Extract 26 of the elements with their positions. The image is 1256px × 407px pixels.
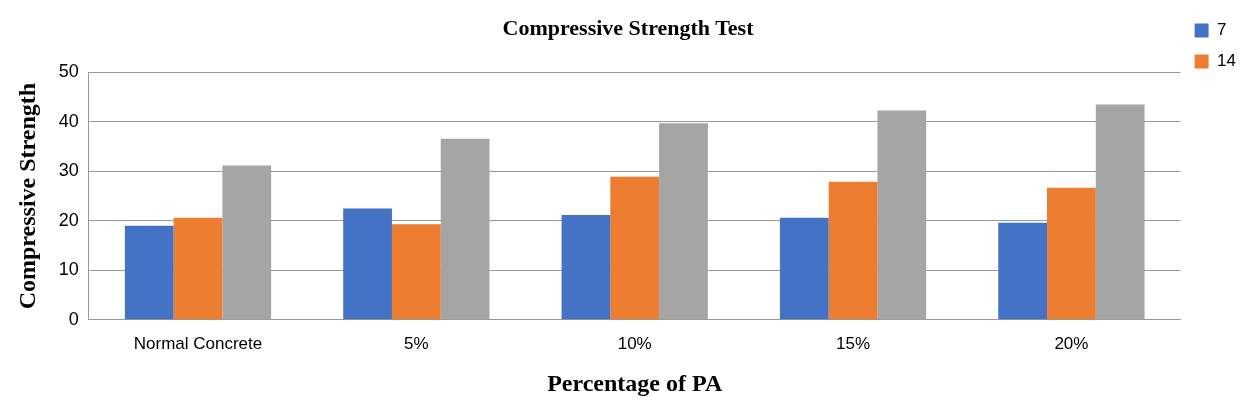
legend-label: 7 — [1217, 20, 1227, 40]
bar — [343, 208, 392, 320]
bar — [173, 217, 223, 320]
x-tick-label: 10% — [617, 333, 652, 353]
x-tick-label: 15% — [836, 333, 871, 353]
bar — [998, 222, 1048, 320]
x-tick-label: 5% — [404, 333, 429, 353]
y-axis-title: Compressive Strength — [13, 82, 40, 310]
y-tick-label: 40 — [58, 110, 79, 131]
x-tick-label: Normal Concrete — [133, 333, 263, 353]
chart-title: Compressive Strength Test — [502, 14, 755, 40]
legend-label: 14 — [1217, 51, 1237, 71]
bar — [779, 217, 829, 320]
y-tick-label: 50 — [58, 61, 79, 82]
y-tick-label: 30 — [58, 160, 79, 181]
x-axis-title: Percentage of PA — [547, 369, 723, 396]
bar — [1047, 187, 1096, 320]
y-tick-label: 0 — [68, 308, 79, 329]
bar — [828, 181, 878, 320]
bar — [561, 214, 611, 320]
bar — [610, 176, 660, 320]
y-tick-label: 20 — [58, 209, 79, 230]
y-tick-label: 10 — [58, 259, 79, 280]
bar — [391, 224, 441, 320]
bar — [124, 225, 174, 320]
x-tick-label: 20% — [1054, 333, 1089, 353]
